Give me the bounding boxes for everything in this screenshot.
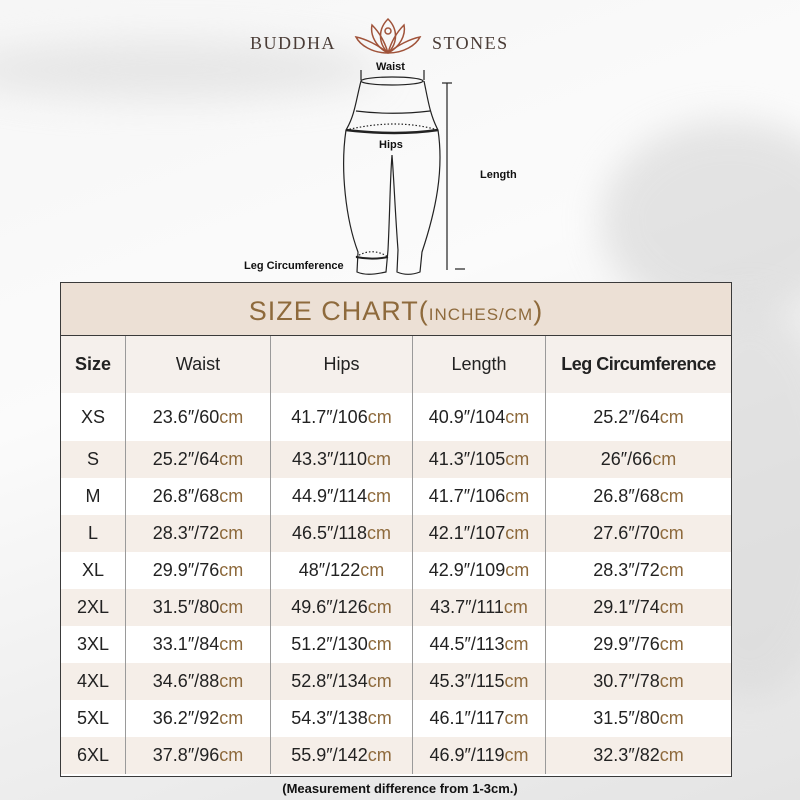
measurement-cell: 31.5″/80 cm	[593, 708, 684, 728]
measurement-cell: 23.6″/60 cm	[126, 393, 271, 441]
measurement-cell: 29.9″/76 cm	[593, 634, 684, 654]
size-cell: 3XL	[61, 626, 126, 663]
measurement-cell: 26.8″/68 cm	[593, 486, 684, 506]
hips-label: Hips	[379, 139, 403, 151]
measurement-cell: 27.6″/70 cm	[593, 523, 684, 543]
measurement-cell: 30.7″/78 cm	[593, 671, 684, 691]
measurement-cell: 28.3″/72 cm	[593, 560, 684, 580]
measurement-cell: 40.9″/104 cm	[413, 393, 546, 441]
size-chart-title: SIZE CHART(INCHES/CM)	[61, 283, 731, 336]
lotus-icon	[354, 17, 422, 55]
measurement-cell: 29.1″/74 cm	[593, 597, 684, 617]
measurement-note: (Measurement difference from 1-3cm.)	[282, 781, 518, 796]
brand-right: STONES	[432, 33, 509, 53]
measurement-cell: 55.9″/142 cm	[271, 737, 413, 774]
measurement-cell: 36.2″/92 cm	[126, 700, 271, 737]
header-hips: Hips	[271, 336, 413, 393]
table-row: L 28.3″/72 cm 46.5″/118 cm 42.1″/107 cm 27.6″/7…	[61, 515, 731, 552]
table-row: 6XL 37.8″/96 cm 55.9″/142 cm 46.9″/119 cm 32.3″…	[61, 737, 731, 774]
table-row: M 26.8″/68 cm 44.9″/114 cm 41.7″/106 cm 26.8″/6…	[61, 478, 731, 515]
measurement-cell: 42.9″/109 cm	[413, 552, 546, 589]
table-row: 5XL 36.2″/92 cm 54.3″/138 cm 46.1″/117 cm 31.5″…	[61, 700, 731, 737]
size-cell: M	[61, 478, 126, 515]
table-row: XS 23.6″/60 cm 41.7″/106 cm 40.9″/104 cm 25.2″/…	[61, 393, 731, 441]
table-row: 2XL 31.5″/80 cm 49.6″/126 cm 43.7″/111 cm 29.1″…	[61, 589, 731, 626]
measurement-cell: 26.8″/68 cm	[126, 478, 271, 515]
measurement-cell: 54.3″/138 cm	[271, 700, 413, 737]
measurement-cell: 32.3″/82 cm	[593, 745, 684, 765]
measurement-cell: 45.3″/115 cm	[413, 663, 546, 700]
measurement-cell: 25.2″/64 cm	[126, 441, 271, 478]
measurement-cell: 25.2″/64 cm	[593, 406, 684, 427]
header-length: Length	[413, 336, 546, 393]
measurement-cell: 49.6″/126 cm	[271, 589, 413, 626]
size-cell: 4XL	[61, 663, 126, 700]
leg-circumference-label: Leg Circumference	[244, 260, 344, 272]
header-waist: Waist	[126, 336, 271, 393]
measurement-cell: 43.7″/111 cm	[413, 589, 546, 626]
header-row: Size Waist Hips Length Leg Circumference	[61, 336, 731, 393]
size-cell: S	[61, 441, 126, 478]
table-row: S 25.2″/64 cm 43.3″/110 cm 41.3″/105 cm 26″/66 c…	[61, 441, 731, 478]
table-row: 3XL 33.1″/84 cm 51.2″/130 cm 44.5″/113 cm 29.9″…	[61, 626, 731, 663]
measurement-cell: 31.5″/80 cm	[126, 589, 271, 626]
brand-logo: BUDDHA STONES	[250, 17, 530, 57]
measurement-cell: 28.3″/72 cm	[126, 515, 271, 552]
measurement-cell: 29.9″/76 cm	[126, 552, 271, 589]
measurement-cell: 46.9″/119 cm	[413, 737, 546, 774]
measurement-cell: 42.1″/107 cm	[413, 515, 546, 552]
measurement-cell: 41.7″/106 cm	[271, 393, 413, 441]
measurement-cell: 34.6″/88 cm	[126, 663, 271, 700]
measurement-cell: 44.9″/114 cm	[271, 478, 413, 515]
size-cell: XL	[61, 552, 126, 589]
measurement-cell: 46.5″/118 cm	[271, 515, 413, 552]
table-row: 4XL 34.6″/88 cm 52.8″/134 cm 45.3″/115 cm 30.7″…	[61, 663, 731, 700]
header-size: Size	[61, 336, 126, 393]
size-cell: XS	[61, 393, 126, 441]
measurement-cell: 44.5″/113 cm	[413, 626, 546, 663]
table-row: XL 29.9″/76 cm 48″/122 cm 42.9″/109 cm 28.3″/72…	[61, 552, 731, 589]
measurement-cell: 51.2″/130 cm	[271, 626, 413, 663]
waist-label: Waist	[376, 61, 405, 73]
measurement-cell: 33.1″/84 cm	[126, 626, 271, 663]
measurement-cell: 37.8″/96 cm	[126, 737, 271, 774]
brand-left: BUDDHA	[250, 33, 337, 53]
measurement-cell: 41.7″/106 cm	[413, 478, 546, 515]
size-cell: L	[61, 515, 126, 552]
length-label: Length	[480, 169, 517, 181]
measurement-cell: 43.3″/110 cm	[271, 441, 413, 478]
measurement-cell: 52.8″/134 cm	[271, 663, 413, 700]
size-cell: 6XL	[61, 737, 126, 774]
pants-diagram	[343, 70, 465, 275]
size-chart-table: SIZE CHART(INCHES/CM) Size Waist Hips Le…	[60, 282, 732, 777]
measurement-cell: 46.1″/117 cm	[413, 700, 546, 737]
size-cell: 2XL	[61, 589, 126, 626]
measurement-cell: 41.3″/105 cm	[413, 441, 546, 478]
measurement-cell: 26″/66 cm	[600, 449, 677, 469]
size-cell: 5XL	[61, 700, 126, 737]
header-leg-circumference: Leg Circumference	[561, 354, 716, 374]
measurement-cell: 48″/122 cm	[271, 552, 413, 589]
